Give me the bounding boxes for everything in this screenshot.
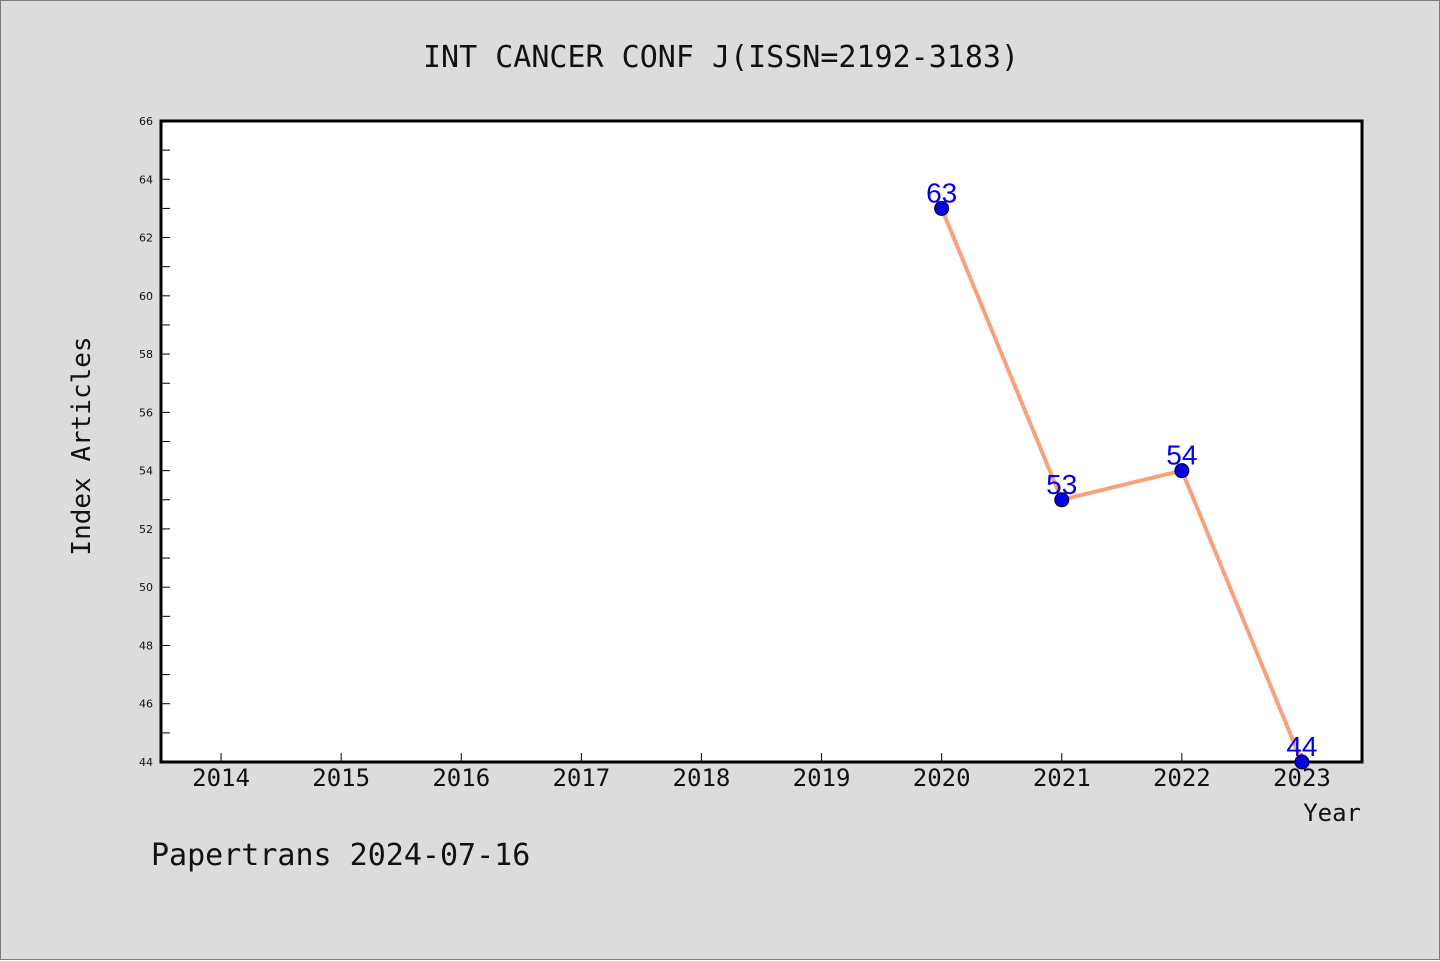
data-label: 63 (926, 177, 957, 208)
y-tick-label: 62 (139, 232, 153, 245)
x-tick-label: 2015 (312, 764, 370, 792)
x-axis: 2014 2015 2016 2017 2018 2019 2020 2021 2022 2023 (192, 753, 1331, 792)
data-point (1294, 754, 1310, 770)
y-axis-label: Index Articles (67, 336, 97, 555)
y-tick-label: 44 (139, 756, 153, 769)
x-tick-label: 2021 (1033, 764, 1091, 792)
series-markers (934, 200, 1310, 770)
y-tick-label: 60 (139, 290, 153, 303)
data-point (1054, 492, 1070, 508)
data-labels: 63 53 54 44 (926, 177, 1317, 762)
x-tick-label: 2016 (432, 764, 490, 792)
y-tick-label: 56 (139, 406, 153, 419)
footer-text: Papertrans 2024-07-16 (151, 838, 530, 873)
x-tick-label: 2017 (552, 764, 610, 792)
series-line (939, 207, 1304, 763)
x-tick-label: 2020 (913, 764, 971, 792)
y-tick-label: 64 (139, 173, 153, 186)
x-tick-label: 2018 (673, 764, 731, 792)
data-label: 54 (1166, 440, 1197, 471)
x-tick-label: 2019 (793, 764, 851, 792)
x-tick-label: 2022 (1153, 764, 1211, 792)
plot-area (159, 119, 1364, 764)
data-label: 44 (1286, 731, 1317, 762)
y-tick-label: 58 (139, 348, 153, 361)
y-tick-label: 54 (139, 465, 153, 478)
y-tick-label: 50 (139, 581, 153, 594)
y-tick-label: 48 (139, 639, 153, 652)
data-label: 53 (1046, 469, 1077, 500)
x-tick-label: 2014 (192, 764, 250, 792)
x-axis-label: Year (1303, 799, 1361, 827)
data-point (934, 200, 950, 216)
chart-title: INT CANCER CONF J(ISSN=2192-3183) (423, 40, 1019, 75)
y-tick-label: 52 (139, 523, 153, 536)
y-axis: 44 46 48 50 52 54 56 58 60 62 64 66 (139, 115, 170, 769)
y-tick-label: 46 (139, 698, 153, 711)
data-point (1174, 463, 1190, 479)
series-lines (939, 207, 1304, 763)
y-tick-label: 66 (139, 115, 153, 128)
